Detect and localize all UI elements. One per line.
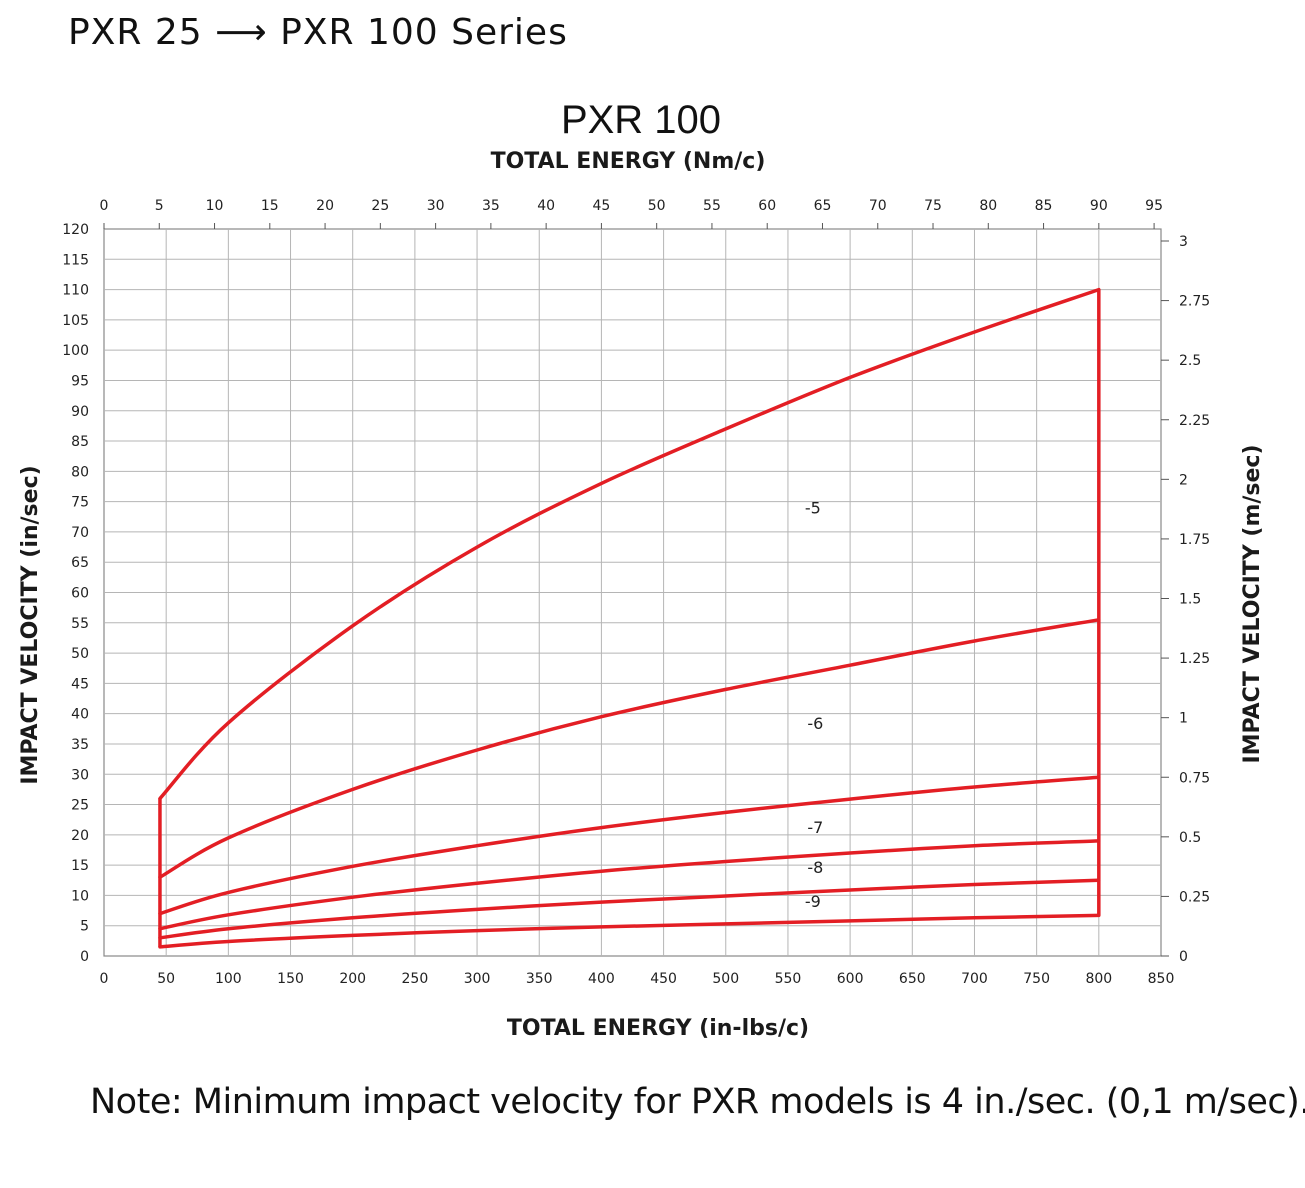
- x-top-axis-title: TOTAL ENERGY (Nm/c): [491, 149, 766, 174]
- x-bottom-axis-title: TOTAL ENERGY (in-lbs/c): [507, 1016, 809, 1041]
- series-curve: [158, 878, 1101, 940]
- x-top-tick-label: 20: [316, 198, 334, 214]
- y-right-axis-title: IMPACT VELOCITY (m/sec): [1240, 444, 1265, 763]
- y-left-tick-label: 15: [71, 858, 89, 874]
- y-left-tick-label: 115: [62, 252, 89, 268]
- x-bottom-tick-label: 650: [899, 971, 926, 987]
- x-bottom-tick-label: 350: [526, 971, 553, 987]
- y-left-tick-label: 110: [62, 283, 89, 299]
- y-left-tick-label: 100: [62, 343, 89, 359]
- y-left-tick-label: 40: [71, 707, 89, 723]
- y-right-tick-label: 1: [1179, 711, 1188, 727]
- x-top-tick-label: 35: [482, 198, 500, 214]
- chart: PXR 100 TOTAL ENERGY (Nm/c) TOTAL ENERGY…: [18, 98, 1265, 1041]
- x-bottom-tick-label: 450: [650, 971, 677, 987]
- x-top-tick-label: 95: [1145, 198, 1163, 214]
- y-right-tick-label: 2.25: [1179, 413, 1210, 429]
- x-bottom-tick-label: 100: [215, 971, 242, 987]
- x-top-tick-label: 0: [100, 198, 109, 214]
- y-left-tick-label: 95: [71, 373, 89, 389]
- series-curve: [158, 618, 1101, 879]
- x-bottom-tick-label: 250: [402, 971, 429, 987]
- y-left-tick-label: 0: [80, 949, 89, 965]
- curve-label: -6: [807, 714, 823, 733]
- curve-label: -5: [805, 499, 821, 518]
- y-right-tick-label: 2.75: [1179, 294, 1210, 310]
- footnote: Note: Minimum impact velocity for PXR mo…: [90, 1082, 1305, 1122]
- grid: [103, 223, 1169, 957]
- y-left-tick-label: 10: [71, 888, 89, 904]
- x-top-tick-label: 85: [1035, 198, 1053, 214]
- x-top-tick-label: 55: [703, 198, 721, 214]
- x-bottom-tick-label: 50: [157, 971, 175, 987]
- y-left-tick-label: 35: [71, 737, 89, 753]
- series-curve: [158, 775, 1101, 916]
- series-curve: [158, 287, 1101, 801]
- x-top-tick-label: 15: [261, 198, 279, 214]
- y-left-tick-label: 60: [71, 586, 89, 602]
- y-right-tick-label: 0.5: [1179, 830, 1201, 846]
- x-bottom-tick-label: 0: [100, 971, 109, 987]
- y-left-tick-label: 80: [71, 464, 89, 480]
- x-top-tick-label: 90: [1090, 198, 1108, 214]
- series-curve: [158, 839, 1101, 931]
- curve-label: -8: [807, 858, 823, 877]
- x-top-tick-label: 5: [155, 198, 164, 214]
- y-left-tick-label: 5: [80, 919, 89, 935]
- y-right-tick-label: 1.25: [1179, 651, 1210, 667]
- y-right-tick-label: 0.75: [1179, 770, 1210, 786]
- y-left-tick-label: 30: [71, 767, 89, 783]
- x-top-tick-label: 40: [537, 198, 555, 214]
- x-bottom-tick-label: 400: [588, 971, 615, 987]
- curve-label: -9: [805, 892, 821, 911]
- page-header: PXR 25 ⟶ PXR 100 Series: [68, 12, 568, 53]
- x-top-tick-label: 80: [979, 198, 997, 214]
- y-right-tick-label: 1.75: [1179, 532, 1210, 548]
- series-curve: [158, 913, 1101, 949]
- x-top-tick-label: 70: [869, 198, 887, 214]
- x-top-tick-label: 75: [924, 198, 942, 214]
- y-right-tick-label: 1.5: [1179, 592, 1201, 608]
- y-left-axis-title: IMPACT VELOCITY (in/sec): [18, 465, 43, 784]
- y-left-tick-label: 70: [71, 525, 89, 541]
- y-right-tick-label: 0: [1179, 949, 1188, 965]
- x-top-tick-label: 45: [592, 198, 610, 214]
- x-bottom-tick-label: 600: [837, 971, 864, 987]
- y-left-tick-label: 120: [62, 222, 89, 238]
- x-top-tick-label: 30: [427, 198, 445, 214]
- x-top-tick-label: 10: [206, 198, 224, 214]
- y-left-tick-label: 45: [71, 676, 89, 692]
- y-left-tick-label: 105: [62, 313, 89, 329]
- x-bottom-tick-label: 150: [277, 971, 304, 987]
- x-bottom-tick-label: 550: [775, 971, 802, 987]
- tick-labels: 0 50 100 150 200 250 300 350 400 450 500 550 600 650 7…: [62, 198, 1210, 987]
- y-right-tick-label: 2: [1179, 472, 1188, 488]
- y-left-tick-label: 50: [71, 646, 89, 662]
- x-bottom-tick-label: 300: [464, 971, 491, 987]
- x-bottom-tick-label: 750: [1023, 971, 1050, 987]
- x-bottom-tick-label: 500: [712, 971, 739, 987]
- y-right-tick-label: 0.25: [1179, 889, 1210, 905]
- x-bottom-tick-label: 850: [1148, 971, 1175, 987]
- series-group: [158, 287, 1101, 949]
- y-left-tick-label: 65: [71, 555, 89, 571]
- x-top-tick-label: 50: [648, 198, 666, 214]
- x-top-tick-label: 65: [814, 198, 832, 214]
- y-left-tick-label: 85: [71, 434, 89, 450]
- x-bottom-tick-label: 700: [961, 971, 988, 987]
- y-left-tick-label: 25: [71, 798, 89, 814]
- chart-title: PXR 100: [561, 98, 721, 142]
- curve-labels: -5 -6 -7 -8 -9: [805, 499, 823, 911]
- y-left-tick-label: 75: [71, 495, 89, 511]
- x-top-tick-label: 60: [758, 198, 776, 214]
- y-left-tick-label: 55: [71, 616, 89, 632]
- y-right-tick-label: 3: [1179, 234, 1188, 250]
- y-left-tick-label: 90: [71, 404, 89, 420]
- curve-label: -7: [807, 818, 823, 837]
- x-top-tick-label: 25: [371, 198, 389, 214]
- y-left-tick-label: 20: [71, 828, 89, 844]
- y-right-tick-label: 2.5: [1179, 353, 1201, 369]
- x-bottom-tick-label: 800: [1085, 971, 1112, 987]
- x-bottom-tick-label: 200: [339, 971, 366, 987]
